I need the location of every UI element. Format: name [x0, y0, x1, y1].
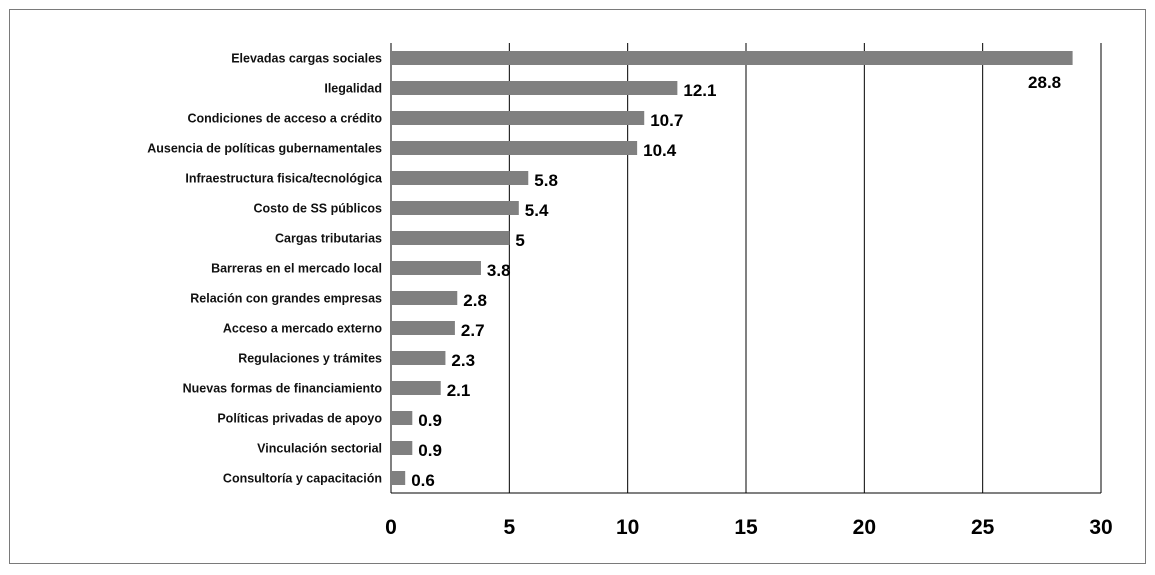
category-label: Ilegalidad	[324, 82, 382, 96]
x-tick-label: 15	[734, 516, 758, 539]
value-label: 12.1	[683, 81, 716, 100]
bar	[391, 111, 645, 125]
bar	[391, 351, 446, 365]
value-label: 2.8	[463, 291, 487, 310]
bar	[391, 291, 458, 305]
bar	[391, 141, 638, 155]
bar	[391, 231, 510, 245]
value-label: 2.3	[451, 351, 475, 370]
category-label: Barreras en el mercado local	[211, 262, 382, 276]
value-label: 2.1	[447, 381, 471, 400]
x-tick-label: 30	[1089, 516, 1112, 539]
category-label: Regulaciones y trámites	[238, 352, 382, 366]
x-tick-label: 0	[385, 516, 397, 539]
bar	[391, 51, 1073, 65]
bar-chart: 0 5 10 15 20 25 30 Elevadas cargas sociales 28.8…	[147, 43, 1113, 539]
category-label: Vinculación sectorial	[257, 442, 382, 456]
bar	[391, 441, 413, 455]
x-tick-label: 5	[503, 516, 515, 539]
x-tick-label: 25	[971, 516, 995, 539]
value-label: 5	[515, 231, 524, 250]
value-label: 10.4	[643, 141, 677, 160]
value-label: 2.7	[461, 321, 485, 340]
x-tick-label: 20	[853, 516, 876, 539]
bar	[391, 411, 413, 425]
bar	[391, 81, 678, 95]
category-label: Ausencia de políticas gubernamentales	[147, 142, 382, 156]
category-label: Costo de SS públicos	[254, 202, 383, 216]
bar	[391, 321, 455, 335]
category-label: Consultoría y capacitación	[223, 472, 382, 486]
category-label: Cargas tributarias	[275, 232, 382, 246]
category-label: Acceso a mercado externo	[223, 322, 382, 336]
bar	[391, 201, 519, 215]
x-tick-label: 10	[616, 516, 639, 539]
bar	[391, 471, 406, 485]
chart-frame: 0 5 10 15 20 25 30 Elevadas cargas sociales 28.8…	[9, 9, 1146, 564]
category-label: Elevadas cargas sociales	[231, 52, 382, 66]
value-label: 5.8	[534, 171, 558, 190]
category-label: Políticas privadas de apoyo	[217, 412, 382, 426]
value-label: 0.6	[411, 471, 435, 490]
category-label: Condiciones de acceso a crédito	[187, 112, 382, 126]
category-label: Infraestructura fisica/tecnológica	[185, 172, 383, 186]
category-label: Relación con grandes empresas	[190, 292, 382, 306]
value-label: 28.8	[1028, 73, 1061, 92]
value-label: 0.9	[418, 441, 442, 460]
bar	[391, 261, 481, 275]
value-label: 5.4	[525, 201, 549, 220]
bar	[391, 381, 441, 395]
bar	[391, 171, 529, 185]
category-label: Nuevas formas de financiamiento	[183, 382, 383, 396]
value-label: 10.7	[650, 111, 683, 130]
value-label: 0.9	[418, 411, 442, 430]
value-label: 3.8	[487, 261, 511, 280]
